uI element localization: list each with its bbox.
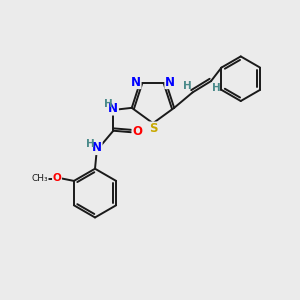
Text: H: H — [86, 139, 95, 148]
Text: N: N — [131, 76, 141, 88]
Text: H: H — [183, 81, 192, 91]
Text: S: S — [149, 122, 157, 135]
Text: O: O — [52, 173, 61, 183]
Text: O: O — [132, 125, 142, 138]
Text: H: H — [104, 99, 113, 109]
Text: N: N — [165, 76, 175, 88]
Text: N: N — [92, 142, 102, 154]
Text: N: N — [108, 102, 118, 115]
Text: CH₃: CH₃ — [32, 174, 48, 183]
Text: H: H — [212, 82, 221, 93]
